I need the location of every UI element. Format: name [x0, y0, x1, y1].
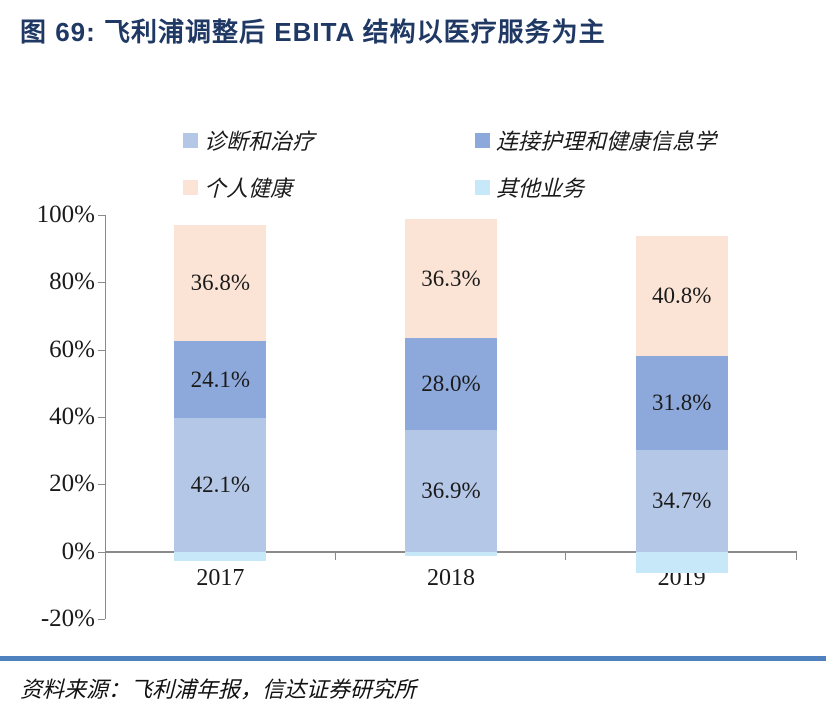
legend-item-personal-health: 个人健康	[183, 171, 475, 203]
bar-segment	[635, 356, 728, 450]
bar-value-label: 36.9%	[421, 478, 481, 503]
bar-segment	[405, 218, 497, 339]
y-tick-mark	[98, 215, 105, 216]
bottom-separator	[0, 656, 826, 661]
y-tick-mark	[98, 619, 105, 620]
figure-title: 图 69: 飞利浦调整后 EBITA 结构以医疗服务为主	[20, 17, 606, 47]
bar-segment	[635, 449, 728, 552]
x-tick-mark	[796, 551, 797, 560]
bar-segment	[635, 236, 728, 357]
category-label: 2018	[426, 564, 475, 591]
plot-area: 100% 80% 60% 40% 20% 0% -20% 2017 42.1% 24.1% 36.8…	[37, 201, 797, 632]
y-tick-label: 60%	[49, 335, 95, 363]
bar-value-label: 24.1%	[190, 366, 251, 392]
bar-segment	[174, 341, 267, 418]
y-tick-label: 40%	[49, 403, 95, 430]
legend-label: 个人健康	[204, 176, 293, 201]
legend-item-connected-care: 连接护理和健康信息学	[475, 124, 716, 156]
y-tick-mark	[98, 417, 105, 418]
bar-segment	[174, 224, 267, 342]
y-axis-line	[105, 215, 106, 619]
legend-label: 连接护理和健康信息学	[496, 129, 717, 154]
y-tick-mark	[98, 551, 105, 553]
legend-swatch-icon	[475, 179, 490, 195]
bar-segment	[405, 338, 497, 431]
bar-segment	[174, 551, 267, 562]
bar-value-label: 31.8%	[651, 390, 712, 416]
legend-item-diagnosis-treatment: 诊断和治疗	[183, 124, 475, 156]
source-note: 资料来源：飞利浦年报，信达证券研究所	[20, 677, 417, 702]
bar-segment	[635, 551, 728, 574]
y-tick-label: 20%	[49, 470, 95, 498]
legend-swatch-icon	[183, 132, 198, 148]
y-tick-label: 100%	[36, 201, 95, 228]
bar-value-label: 40.8%	[651, 283, 712, 309]
bar-segment	[405, 551, 497, 556]
category-label: 2017	[196, 564, 245, 591]
bar-value-label: 36.3%	[421, 265, 481, 291]
x-tick-mark	[565, 551, 567, 560]
legend-label: 其他业务	[496, 176, 585, 201]
x-tick-mark	[334, 551, 336, 560]
y-tick-label: 80%	[49, 268, 95, 296]
y-tick-mark	[98, 282, 105, 284]
bar-segment	[174, 417, 267, 552]
bar-value-label: 28.0%	[421, 371, 481, 397]
legend-swatch-icon	[183, 179, 198, 195]
legend-label: 诊断和治疗	[204, 129, 315, 154]
legend-swatch-icon	[475, 132, 490, 148]
bar-segment	[405, 430, 497, 552]
y-tick-label: -20%	[40, 605, 95, 632]
legend-item-other-business: 其他业务	[475, 171, 716, 203]
chart-legend: 诊断和治疗 连接护理和健康信息学 个人健康 其他业务	[183, 124, 716, 203]
bar-value-label: 34.7%	[651, 487, 712, 513]
y-tick-mark	[98, 349, 105, 351]
bar-value-label: 42.1%	[190, 471, 251, 497]
bar-value-label: 36.8%	[190, 269, 251, 295]
y-tick-label: 0%	[61, 537, 95, 565]
y-tick-mark	[98, 484, 105, 486]
